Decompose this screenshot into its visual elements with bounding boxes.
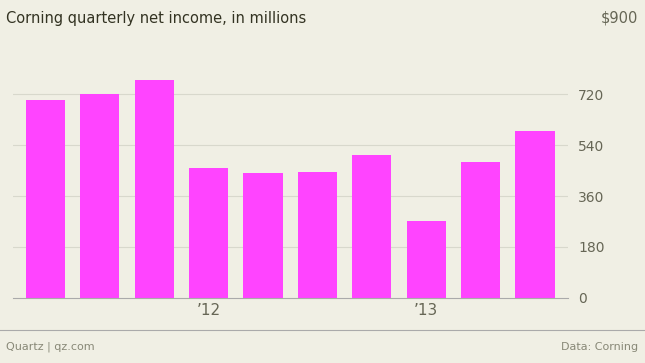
Text: Data: Corning: Data: Corning (561, 342, 639, 352)
Text: Corning quarterly net income, in millions: Corning quarterly net income, in million… (6, 11, 307, 26)
Bar (406, 221, 446, 298)
Bar (243, 174, 283, 298)
Text: Quartz | qz.com: Quartz | qz.com (6, 342, 95, 352)
Bar (298, 172, 337, 298)
Text: $900: $900 (601, 11, 639, 26)
Bar (515, 131, 555, 298)
Bar (461, 162, 500, 298)
Bar (352, 155, 392, 298)
Bar (26, 100, 65, 298)
Bar (81, 94, 119, 298)
Bar (135, 80, 174, 298)
Bar (189, 168, 228, 298)
